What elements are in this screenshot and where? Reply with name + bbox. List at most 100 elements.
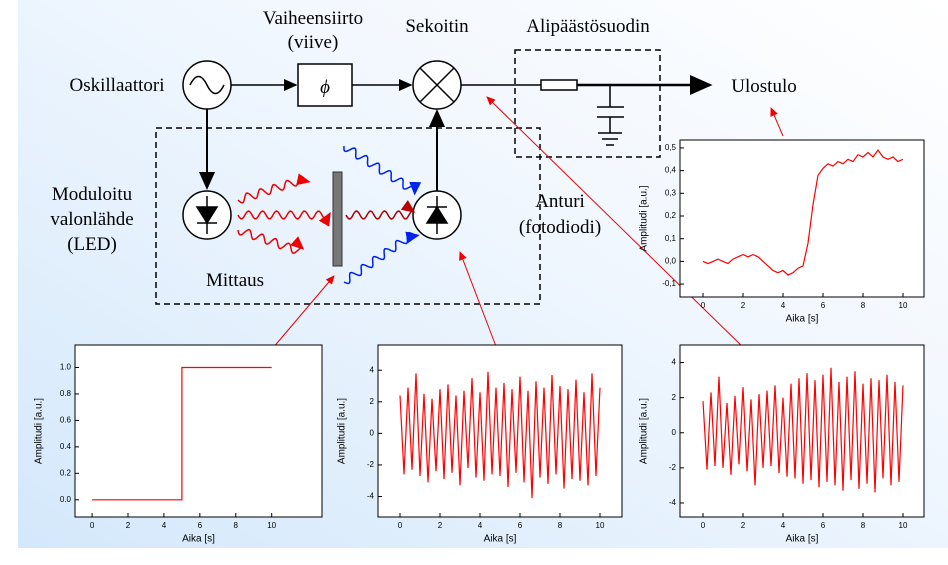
- x-tick-label: 2: [741, 521, 746, 530]
- x-tick-label: 4: [781, 521, 786, 530]
- pointer: [459, 251, 498, 350]
- pointer: [770, 107, 784, 137]
- x-tick-label: 0: [90, 521, 95, 530]
- x-tick-label: 2: [126, 521, 131, 530]
- y-tick-label: 0.4: [60, 442, 72, 451]
- y-tick-label: 0.8: [60, 389, 72, 398]
- y-tick-label: 0: [370, 428, 375, 437]
- label: Sekoitin: [405, 16, 469, 37]
- x-axis-label: Aika [s]: [182, 534, 215, 545]
- y-tick-label: -2: [669, 463, 677, 472]
- light-wave: [343, 231, 420, 285]
- capacitor-ground: [597, 85, 624, 146]
- phase-block: [297, 63, 353, 107]
- y-tick-label: -4: [669, 498, 677, 507]
- y-axis-label: Amplitudi [a.u.]: [639, 185, 650, 251]
- x-tick-label: 4: [162, 521, 167, 530]
- y-tick-label: 0,1: [665, 234, 677, 243]
- y-tick-label: 0,4: [665, 166, 677, 175]
- x-axis-label: Aika [s]: [786, 534, 819, 545]
- diode-symbol: [195, 196, 219, 234]
- plot-frame: [679, 344, 925, 518]
- x-tick-label: 6: [198, 521, 203, 530]
- light-wave: [345, 199, 416, 220]
- label: Vaiheensiirto: [263, 8, 363, 29]
- x-tick-label: 8: [234, 521, 239, 530]
- x-tick-label: 10: [899, 301, 908, 310]
- data-line: [702, 367, 904, 493]
- x-tick-label: 10: [899, 521, 908, 530]
- x-tick-label: 0: [398, 521, 403, 530]
- label: Moduloitu: [52, 184, 133, 205]
- y-tick-label: 0: [672, 428, 677, 437]
- x-tick-label: 10: [596, 521, 605, 530]
- y-tick-label: 0,3: [665, 188, 677, 197]
- light-waves: [237, 145, 422, 285]
- y-tick-label: 0,2: [665, 211, 677, 220]
- y-tick-label: 0.0: [60, 495, 72, 504]
- diode-symbol: [425, 196, 449, 234]
- y-tick-label: -0,1: [662, 279, 676, 288]
- x-tick-label: 4: [478, 521, 483, 530]
- x-tick-label: 6: [821, 301, 826, 310]
- label: (fotodiodi): [519, 217, 601, 238]
- x-tick-label: 6: [518, 521, 523, 530]
- y-tick-label: -4: [367, 492, 375, 501]
- y-tick-label: 4: [672, 358, 677, 367]
- light-wave: [237, 173, 311, 204]
- label: (viive): [288, 32, 339, 53]
- label: Anturi: [535, 191, 585, 212]
- resistor: [540, 79, 578, 91]
- chart: 0 2 4 6 8 10 0.0 0.2 0.4 0.6 0.8 1.0 Aika [s] Amplitu…: [34, 344, 323, 545]
- measurement-box: [155, 127, 541, 305]
- plot-area: [680, 140, 924, 297]
- plot-area: [75, 345, 322, 517]
- x-axis-label: Aika [s]: [484, 534, 517, 545]
- label: Ulostulo: [731, 76, 796, 97]
- x-tick-label: 6: [821, 521, 826, 530]
- filter-box: [514, 49, 661, 158]
- plot-frame: [74, 344, 323, 518]
- block-diagram: [155, 49, 713, 305]
- y-tick-label: 2: [672, 393, 677, 402]
- x-tick-label: 8: [558, 521, 563, 530]
- y-tick-label: 0.2: [60, 468, 72, 477]
- label: valonlähde: [50, 209, 133, 230]
- y-tick-label: 2: [370, 397, 375, 406]
- pointer-lines: [271, 96, 784, 353]
- data-line: [92, 366, 272, 501]
- sine-symbol: [189, 75, 225, 95]
- x-tick-label: 0: [701, 301, 706, 310]
- x-tick-label: 4: [781, 301, 786, 310]
- label: Mittaus: [206, 270, 264, 291]
- y-tick-label: 0,5: [665, 143, 677, 152]
- x-tick-label: 2: [741, 301, 746, 310]
- label: Alipäästösuodin: [526, 16, 650, 37]
- plot-frame: [377, 344, 623, 518]
- sample: [332, 171, 343, 267]
- light-wave: [237, 210, 331, 227]
- y-tick-label: 0.6: [60, 416, 72, 425]
- chart: 0 2 4 6 8 10 -0,1 0,0 0,1 0,2 0,3 0,4 0,5 Aika [s] Amp…: [639, 139, 925, 325]
- y-axis-label: Amplitudi [a.u.]: [337, 398, 348, 464]
- data-line: [399, 371, 601, 499]
- x-axis-label: Aika [s]: [786, 314, 819, 325]
- light-wave: [237, 228, 305, 254]
- y-tick-label: 1.0: [60, 363, 72, 372]
- label: (LED): [67, 234, 117, 255]
- x-tick-label: 8: [861, 521, 866, 530]
- plot-area: [680, 345, 924, 517]
- plot-frame: [679, 139, 925, 298]
- x-tick-label: 2: [438, 521, 443, 530]
- pointer: [486, 96, 749, 353]
- data-line: [702, 149, 904, 276]
- y-tick-label: 0,0: [665, 256, 677, 265]
- mixer-symbol: [419, 67, 455, 103]
- y-tick-label: 4: [370, 365, 375, 374]
- x-tick-label: 8: [861, 301, 866, 310]
- y-axis-label: Amplitudi [a.u.]: [34, 398, 45, 464]
- phase-symbol: ϕ: [320, 77, 330, 98]
